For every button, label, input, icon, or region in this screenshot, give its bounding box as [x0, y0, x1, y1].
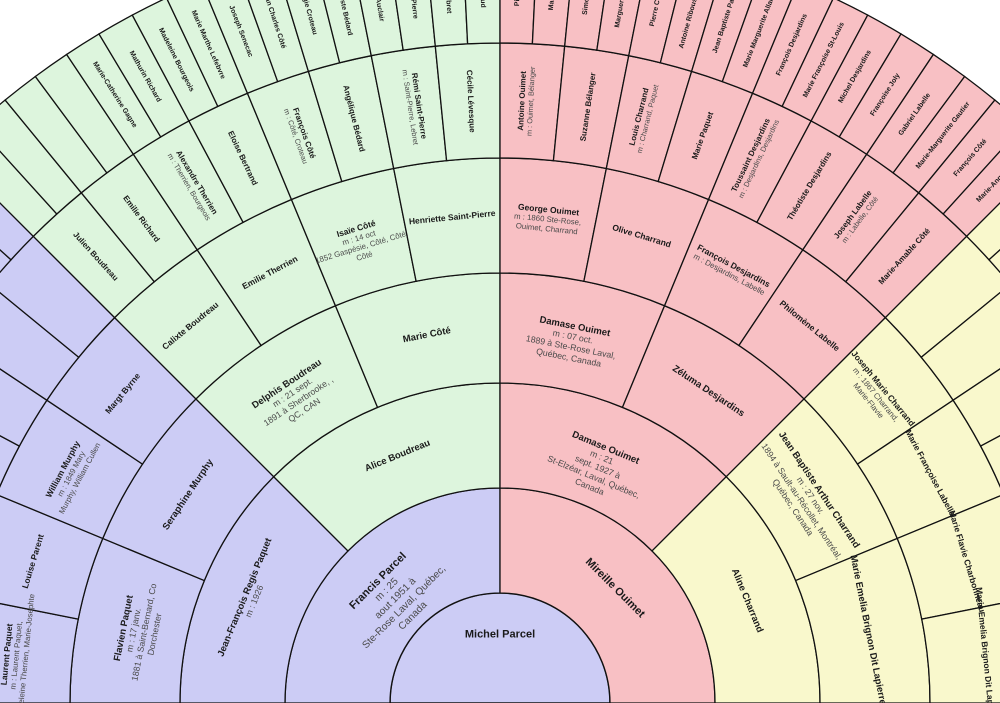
fan-segment-g4-15[interactable]	[920, 597, 1000, 703]
fan-segment-g6-31[interactable]	[462, 0, 501, 45]
fan-segment-g5-27[interactable]	[979, 392, 1000, 495]
fan-segment-g5-15[interactable]	[434, 42, 501, 162]
fan-segment-g6-49[interactable]	[988, 179, 1000, 284]
